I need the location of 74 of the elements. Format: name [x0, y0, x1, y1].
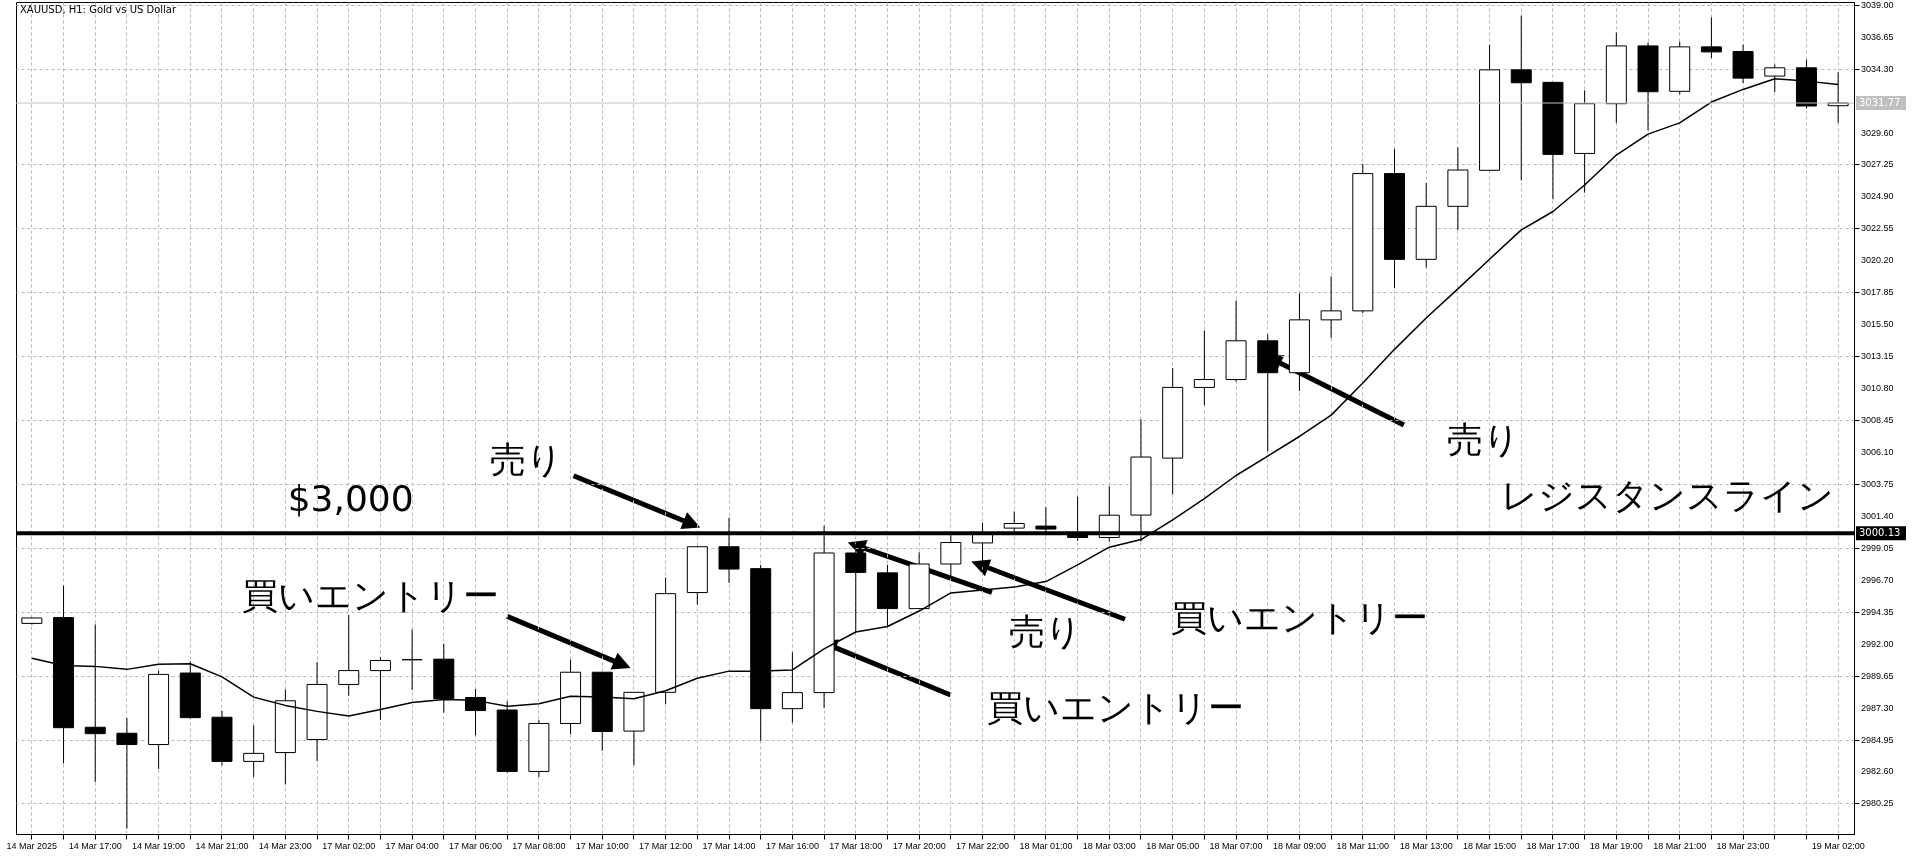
- x-tick-label: 18 Mar 11:00: [1336, 840, 1389, 851]
- x-tick-label: 18 Mar 01:00: [1019, 840, 1073, 851]
- x-tick-label: 14 Mar 23:00: [258, 840, 312, 851]
- candlestick: [1700, 16, 1722, 59]
- y-tick-label: 3013.15: [1861, 351, 1894, 362]
- x-tick-label: 18 Mar 17:00: [1526, 840, 1580, 851]
- x-tick-label: 18 Mar 15:00: [1463, 840, 1517, 851]
- y-tick-label: 3034.30: [1861, 63, 1894, 74]
- x-tick-label: 18 Mar 13:00: [1399, 840, 1453, 851]
- chart-title: XAUUSD, H1: Gold vs US Dollar: [20, 4, 177, 15]
- x-tick-label: 18 Mar 19:00: [1589, 840, 1643, 851]
- candlestick: [1320, 275, 1342, 339]
- annotation: レジスタンスライン: [1500, 474, 1834, 516]
- y-tick-label: 2994.35: [1861, 606, 1894, 617]
- y-tick-label: 3003.75: [1861, 478, 1894, 489]
- x-tick-label: 14 Mar 2025: [6, 840, 58, 851]
- y-tick-label: 2996.70: [1861, 574, 1894, 585]
- x-tick-label: 14 Mar 21:00: [195, 840, 249, 851]
- annotation: $3,000: [287, 477, 414, 519]
- ref-line-label: 3031.77: [1859, 97, 1901, 109]
- x-tick-label: 18 Mar 23:00: [1716, 840, 1770, 851]
- x-tick-label: 17 Mar 06:00: [448, 840, 503, 851]
- y-tick-label: 3001.40: [1861, 510, 1894, 521]
- y-tick-label: 2987.30: [1861, 702, 1894, 713]
- x-tick-label: 18 Mar 03:00: [1082, 840, 1136, 851]
- candlestick: [243, 724, 265, 778]
- y-tick-label: 3027.25: [1861, 159, 1894, 170]
- x-tick-label: 17 Mar 12:00: [639, 840, 693, 851]
- x-tick-label: 17 Mar 14:00: [702, 840, 756, 851]
- candlestick: [401, 628, 423, 691]
- y-tick-label: 2999.05: [1861, 542, 1894, 553]
- x-tick-label: 17 Mar 04:00: [385, 840, 439, 851]
- y-tick-label: 3039.00: [1861, 0, 1894, 10]
- candlestick: [116, 717, 138, 830]
- candlestick: [1193, 329, 1215, 406]
- candlestick: [338, 614, 360, 697]
- y-tick-label: 2980.25: [1861, 798, 1894, 809]
- y-tick-label: 3024.90: [1861, 191, 1894, 202]
- x-tick-label: 18 Mar 09:00: [1272, 840, 1326, 851]
- y-tick-label: 2982.60: [1861, 766, 1894, 777]
- x-tick-label: 17 Mar 08:00: [512, 840, 566, 851]
- y-tick-label: 3015.50: [1861, 319, 1894, 330]
- x-tick-label: 18 Mar 07:00: [1209, 840, 1263, 851]
- x-tick-label: 14 Mar 19:00: [132, 840, 186, 851]
- x-tick-label: 17 Mar 22:00: [956, 840, 1010, 851]
- y-tick-label: 2989.65: [1861, 670, 1894, 681]
- x-tick-label: 19 Mar 02:00: [1811, 840, 1865, 851]
- annotation: 売り: [1446, 419, 1520, 461]
- ref-line-label: 3000.13: [1859, 527, 1901, 539]
- x-tick-label: 18 Mar 21:00: [1653, 840, 1707, 851]
- y-tick-label: 3022.55: [1861, 223, 1894, 234]
- candlestick: [1510, 15, 1532, 181]
- y-tick-label: 3010.80: [1861, 383, 1894, 394]
- y-tick-label: 3029.60: [1861, 127, 1894, 138]
- annotation: 買いエントリー: [242, 575, 500, 617]
- annotation: 売り: [489, 438, 563, 480]
- candlestick: [845, 543, 867, 633]
- y-tick-label: 3017.85: [1861, 287, 1894, 298]
- y-tick-label: 3008.45: [1861, 415, 1894, 426]
- annotation: 買いエントリー: [987, 686, 1245, 728]
- x-tick-label: 17 Mar 02:00: [322, 840, 376, 851]
- annotation: 売り: [1009, 610, 1083, 652]
- annotation: 買いエントリー: [1170, 597, 1428, 639]
- x-tick-label: 17 Mar 18:00: [829, 840, 883, 851]
- y-tick-label: 3020.20: [1861, 255, 1894, 266]
- y-tick-label: 2984.95: [1861, 734, 1894, 745]
- y-tick-label: 3036.65: [1861, 31, 1894, 42]
- x-tick-label: 17 Mar 20:00: [892, 840, 946, 851]
- x-tick-label: 18 Mar 05:00: [1146, 840, 1200, 851]
- x-tick-label: 17 Mar 10:00: [575, 840, 629, 851]
- x-tick-label: 14 Mar 17:00: [68, 840, 122, 851]
- x-tick-label: 17 Mar 16:00: [765, 840, 819, 851]
- y-tick-label: 3006.10: [1861, 446, 1894, 457]
- y-tick-label: 2992.00: [1861, 638, 1894, 649]
